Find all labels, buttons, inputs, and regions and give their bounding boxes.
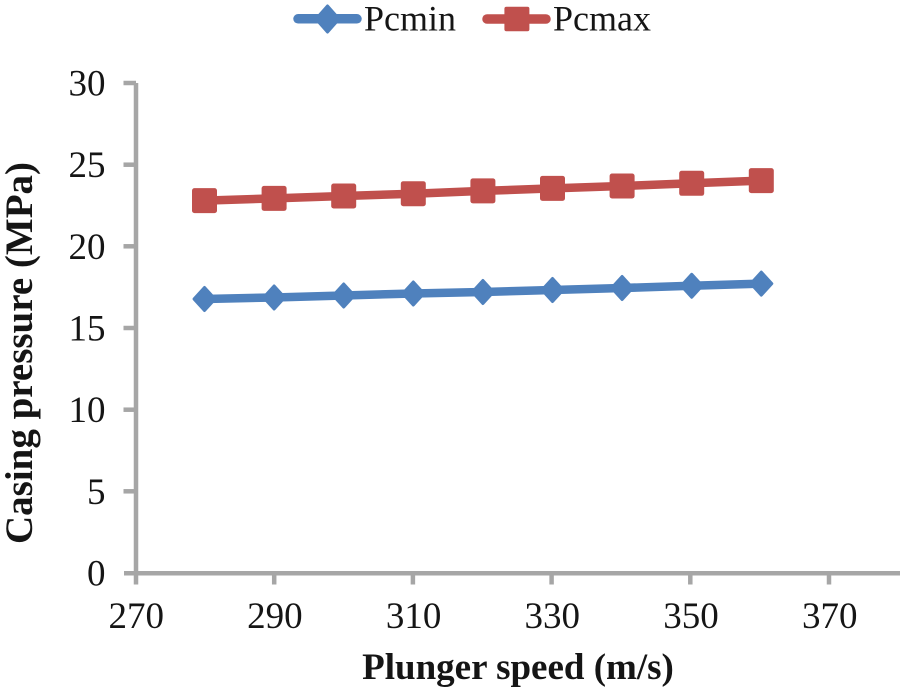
svg-text:Casing pressure (MPa): Casing pressure (MPa) [0, 162, 41, 544]
svg-text:5: 5 [87, 472, 106, 513]
svg-text:290: 290 [247, 596, 303, 637]
svg-text:15: 15 [69, 309, 106, 350]
svg-text:25: 25 [69, 145, 106, 186]
svg-text:370: 370 [802, 596, 858, 637]
svg-text:310: 310 [386, 596, 442, 637]
svg-text:Plunger speed (m/s): Plunger speed (m/s) [362, 647, 674, 687]
svg-text:20: 20 [69, 227, 106, 268]
svg-text:0: 0 [87, 554, 106, 595]
svg-text:30: 30 [69, 64, 106, 105]
svg-text:350: 350 [663, 596, 719, 637]
svg-text:Pcmin: Pcmin [364, 0, 456, 39]
svg-text:10: 10 [69, 390, 106, 431]
svg-text:Pcmax: Pcmax [553, 0, 651, 39]
svg-text:270: 270 [108, 596, 164, 637]
svg-text:330: 330 [525, 596, 581, 637]
